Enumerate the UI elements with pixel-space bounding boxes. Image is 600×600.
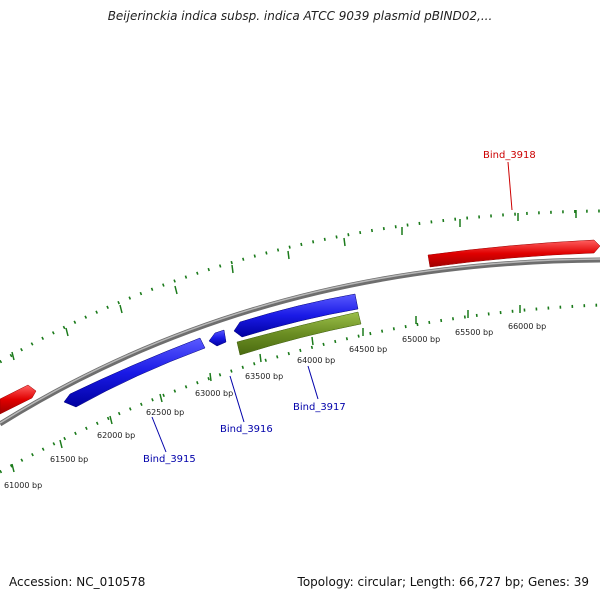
scale-label-62000: 62000 bp [97,431,135,440]
scale-label-61000: 61000 bp [4,481,42,490]
topology-summary: Topology: circular; Length: 66,727 bp; G… [297,575,589,589]
accession-label: Accession: NC_010578 [9,575,146,589]
gene-label-bind-3916: Bind_3916 [220,424,273,435]
scale-labels: 61000 bp 61500 bp 62000 bp 62500 bp 6300… [4,322,546,490]
gene-bind-3917[interactable] [236,311,362,356]
inner-major-ticks [11,305,521,473]
scale-label-63500: 63500 bp [245,372,283,381]
scale-label-61500: 61500 bp [50,455,88,464]
gene-bind-3916-main[interactable] [233,293,359,338]
scale-label-64000: 64000 bp [297,356,335,365]
gene-left-forward[interactable] [0,384,37,415]
scale-label-66000: 66000 bp [508,322,546,331]
gene-bind-3915[interactable] [63,337,206,408]
scale-label-63000: 63000 bp [195,389,233,398]
outer-major-ticks [11,210,577,361]
gene-label-bind-3915: Bind_3915 [143,454,196,465]
scale-label-65500: 65500 bp [455,328,493,337]
gene-label-bind-3918: Bind_3918 [483,150,536,161]
scale-label-65000: 65000 bp [402,335,440,344]
gene-bind-3916[interactable] [208,329,227,347]
gene-labels: Bind_3915 Bind_3916 Bind_3917 Bind_3918 [143,150,536,465]
scale-label-62500: 62500 bp [146,408,184,417]
gene-label-bind-3917: Bind_3917 [293,402,346,413]
gene-bind-3918[interactable] [427,239,600,268]
map-title: Beijerinckia indica subsp. indica ATCC 9… [107,9,493,23]
scale-label-64500: 64500 bp [349,345,387,354]
plasmid-backbone [0,257,600,427]
outer-tick-ring [0,209,600,364]
gene-label-leaders [151,161,513,453]
